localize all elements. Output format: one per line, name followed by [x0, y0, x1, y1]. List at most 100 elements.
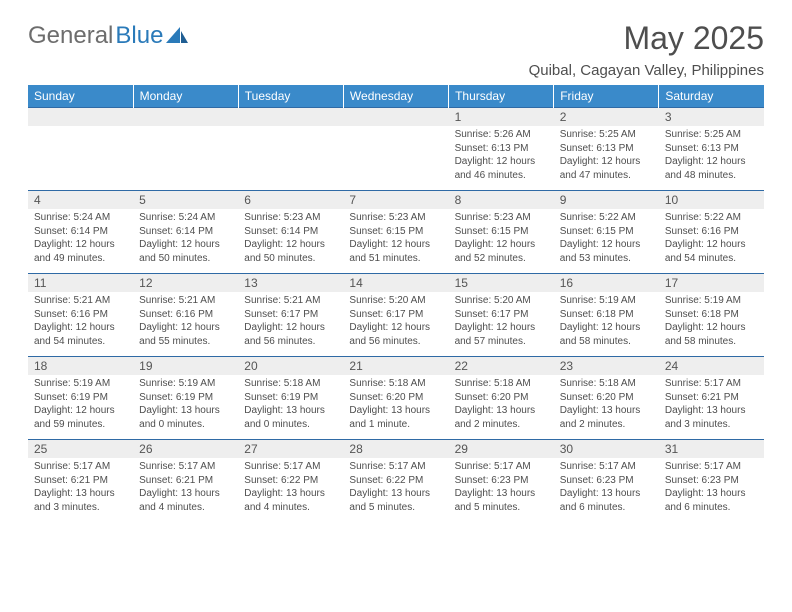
day-number: 16 [554, 274, 659, 293]
day-cell [343, 126, 448, 191]
sunrise-text: Sunrise: 5:17 AM [665, 377, 758, 391]
sunset-text: Sunset: 6:17 PM [455, 308, 548, 322]
sunset-text: Sunset: 6:21 PM [665, 391, 758, 405]
sunrise-text: Sunrise: 5:23 AM [349, 211, 442, 225]
weekday-header: Monday [133, 85, 238, 108]
sunrise-text: Sunrise: 5:18 AM [244, 377, 337, 391]
sunrise-text: Sunrise: 5:17 AM [244, 460, 337, 474]
sunrise-text: Sunrise: 5:19 AM [34, 377, 127, 391]
sunset-text: Sunset: 6:17 PM [244, 308, 337, 322]
day-cell: Sunrise: 5:26 AMSunset: 6:13 PMDaylight:… [449, 126, 554, 191]
sunset-text: Sunset: 6:16 PM [34, 308, 127, 322]
weekday-header: Thursday [449, 85, 554, 108]
sunset-text: Sunset: 6:19 PM [34, 391, 127, 405]
daynum-row: 18192021222324 [28, 357, 764, 376]
sunset-text: Sunset: 6:18 PM [665, 308, 758, 322]
daylight-text: Daylight: 12 hours and 56 minutes. [244, 321, 337, 348]
sunset-text: Sunset: 6:22 PM [244, 474, 337, 488]
day-cell: Sunrise: 5:21 AMSunset: 6:16 PMDaylight:… [28, 292, 133, 357]
sunset-text: Sunset: 6:14 PM [139, 225, 232, 239]
day-cell: Sunrise: 5:17 AMSunset: 6:21 PMDaylight:… [133, 458, 238, 522]
day-number: 2 [554, 108, 659, 127]
sunset-text: Sunset: 6:15 PM [455, 225, 548, 239]
day-number [343, 108, 448, 127]
daylight-text: Daylight: 13 hours and 4 minutes. [139, 487, 232, 514]
day-number: 9 [554, 191, 659, 210]
sunrise-text: Sunrise: 5:22 AM [560, 211, 653, 225]
sunset-text: Sunset: 6:23 PM [560, 474, 653, 488]
day-number: 24 [659, 357, 764, 376]
day-number: 13 [238, 274, 343, 293]
sunset-text: Sunset: 6:23 PM [455, 474, 548, 488]
sunrise-text: Sunrise: 5:21 AM [139, 294, 232, 308]
day-number: 6 [238, 191, 343, 210]
day-cell [238, 126, 343, 191]
day-number: 7 [343, 191, 448, 210]
daylight-text: Daylight: 13 hours and 6 minutes. [560, 487, 653, 514]
sunrise-text: Sunrise: 5:17 AM [560, 460, 653, 474]
sunrise-text: Sunrise: 5:17 AM [349, 460, 442, 474]
day-cell [133, 126, 238, 191]
daylight-text: Daylight: 12 hours and 58 minutes. [560, 321, 653, 348]
detail-row: Sunrise: 5:24 AMSunset: 6:14 PMDaylight:… [28, 209, 764, 274]
daylight-text: Daylight: 12 hours and 55 minutes. [139, 321, 232, 348]
sunset-text: Sunset: 6:15 PM [349, 225, 442, 239]
title-block: May 2025 Quibal, Cagayan Valley, Philipp… [529, 22, 764, 79]
daylight-text: Daylight: 12 hours and 50 minutes. [244, 238, 337, 265]
daylight-text: Daylight: 13 hours and 6 minutes. [665, 487, 758, 514]
day-cell: Sunrise: 5:19 AMSunset: 6:19 PMDaylight:… [28, 375, 133, 440]
detail-row: Sunrise: 5:19 AMSunset: 6:19 PMDaylight:… [28, 375, 764, 440]
sunset-text: Sunset: 6:16 PM [665, 225, 758, 239]
daynum-row: 11121314151617 [28, 274, 764, 293]
location-text: Quibal, Cagayan Valley, Philippines [529, 62, 764, 79]
day-number: 21 [343, 357, 448, 376]
sunset-text: Sunset: 6:15 PM [560, 225, 653, 239]
sunrise-text: Sunrise: 5:19 AM [139, 377, 232, 391]
day-number: 4 [28, 191, 133, 210]
detail-row: Sunrise: 5:17 AMSunset: 6:21 PMDaylight:… [28, 458, 764, 522]
sunrise-text: Sunrise: 5:24 AM [139, 211, 232, 225]
day-cell: Sunrise: 5:25 AMSunset: 6:13 PMDaylight:… [554, 126, 659, 191]
sunrise-text: Sunrise: 5:21 AM [34, 294, 127, 308]
sunrise-text: Sunrise: 5:19 AM [665, 294, 758, 308]
daylight-text: Daylight: 12 hours and 54 minutes. [665, 238, 758, 265]
page-header: General Blue May 2025 Quibal, Cagayan Va… [28, 22, 764, 79]
day-cell: Sunrise: 5:19 AMSunset: 6:18 PMDaylight:… [554, 292, 659, 357]
daynum-row: 123 [28, 108, 764, 127]
day-cell: Sunrise: 5:17 AMSunset: 6:22 PMDaylight:… [343, 458, 448, 522]
sunset-text: Sunset: 6:13 PM [665, 142, 758, 156]
day-number: 27 [238, 440, 343, 459]
sunset-text: Sunset: 6:21 PM [139, 474, 232, 488]
day-cell: Sunrise: 5:25 AMSunset: 6:13 PMDaylight:… [659, 126, 764, 191]
day-number: 29 [449, 440, 554, 459]
day-cell: Sunrise: 5:17 AMSunset: 6:23 PMDaylight:… [554, 458, 659, 522]
daynum-row: 45678910 [28, 191, 764, 210]
day-cell: Sunrise: 5:18 AMSunset: 6:19 PMDaylight:… [238, 375, 343, 440]
day-cell: Sunrise: 5:21 AMSunset: 6:17 PMDaylight:… [238, 292, 343, 357]
daylight-text: Daylight: 12 hours and 52 minutes. [455, 238, 548, 265]
daylight-text: Daylight: 13 hours and 1 minute. [349, 404, 442, 431]
day-cell: Sunrise: 5:22 AMSunset: 6:15 PMDaylight:… [554, 209, 659, 274]
brand-word-1: General [28, 22, 113, 50]
day-cell: Sunrise: 5:23 AMSunset: 6:14 PMDaylight:… [238, 209, 343, 274]
sunrise-text: Sunrise: 5:17 AM [139, 460, 232, 474]
day-cell: Sunrise: 5:19 AMSunset: 6:18 PMDaylight:… [659, 292, 764, 357]
brand-word-2: Blue [115, 22, 163, 50]
sunrise-text: Sunrise: 5:20 AM [455, 294, 548, 308]
sunset-text: Sunset: 6:13 PM [560, 142, 653, 156]
daylight-text: Daylight: 13 hours and 0 minutes. [244, 404, 337, 431]
sunset-text: Sunset: 6:16 PM [139, 308, 232, 322]
day-cell: Sunrise: 5:23 AMSunset: 6:15 PMDaylight:… [449, 209, 554, 274]
daylight-text: Daylight: 12 hours and 53 minutes. [560, 238, 653, 265]
day-cell: Sunrise: 5:21 AMSunset: 6:16 PMDaylight:… [133, 292, 238, 357]
day-cell: Sunrise: 5:18 AMSunset: 6:20 PMDaylight:… [554, 375, 659, 440]
sunrise-text: Sunrise: 5:19 AM [560, 294, 653, 308]
sunrise-text: Sunrise: 5:18 AM [349, 377, 442, 391]
day-number: 19 [133, 357, 238, 376]
calendar-page: General Blue May 2025 Quibal, Cagayan Va… [0, 0, 792, 522]
day-number: 1 [449, 108, 554, 127]
sunrise-text: Sunrise: 5:18 AM [560, 377, 653, 391]
day-number: 26 [133, 440, 238, 459]
day-number [28, 108, 133, 127]
sunset-text: Sunset: 6:14 PM [244, 225, 337, 239]
